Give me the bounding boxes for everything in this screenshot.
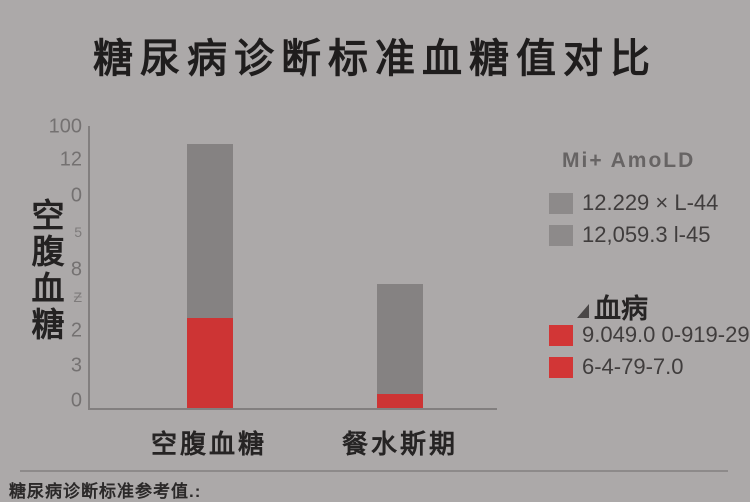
x-category-label: 空腹血糖 xyxy=(150,429,267,459)
y-tick: 0 xyxy=(70,184,82,207)
legend-item: 12.229 × L-44 xyxy=(549,190,719,215)
y-axis-line xyxy=(88,126,90,410)
x-axis-line xyxy=(88,408,497,410)
y-tick: 3 xyxy=(70,354,82,377)
legend-item: 12,059.3 l-45 xyxy=(549,222,711,247)
y-tick: 2 xyxy=(70,319,82,342)
y-tick: Ƶ xyxy=(73,289,82,305)
y-tick: 5 xyxy=(74,224,82,240)
x-category-label: 餐水斯期 xyxy=(341,429,458,459)
bar-postprandial-glucose xyxy=(377,284,423,408)
footer-divider xyxy=(20,470,728,472)
legend-swatch-red xyxy=(549,324,573,346)
legend-item-label: 12.229 × L-44 xyxy=(582,190,719,215)
y-tick: 8 xyxy=(70,258,82,281)
legend-item-label: 6-4-79-7.0 xyxy=(582,354,684,379)
chart-title: 糖尿病诊断标准血糖值对比 xyxy=(93,37,657,81)
y-tick: 0 xyxy=(70,389,82,412)
y-tick: 100 xyxy=(48,115,82,138)
triangle-cursor-icon xyxy=(577,303,589,318)
legend-group1-header: Mi+ AmoLD xyxy=(562,149,696,172)
bar-fasting-glucose xyxy=(187,144,233,408)
legend-group2-header-text: 血病 xyxy=(594,294,648,324)
legend-item: 6-4-79-7.0 xyxy=(549,354,684,379)
bar-segment-gray xyxy=(377,284,423,394)
legend-item: 9.049.0 0-919-29 xyxy=(549,322,750,347)
y-tick: 12 xyxy=(59,148,82,171)
bar-segment-red xyxy=(187,318,233,408)
bar-segment-gray xyxy=(187,144,233,318)
legend-group2-header: 血病 xyxy=(577,287,648,326)
legend-swatch-gray xyxy=(549,192,573,214)
legend-swatch-red xyxy=(549,356,573,378)
footer-note: 糖尿病诊断标准参考值.: xyxy=(9,482,202,501)
legend-swatch-gray xyxy=(549,224,573,246)
legend-item-label: 9.049.0 0-919-29 xyxy=(582,322,750,347)
legend-item-label: 12,059.3 l-45 xyxy=(582,222,711,247)
y-axis-label: 空腹血糖 xyxy=(31,197,65,343)
bar-segment-red xyxy=(377,394,423,408)
